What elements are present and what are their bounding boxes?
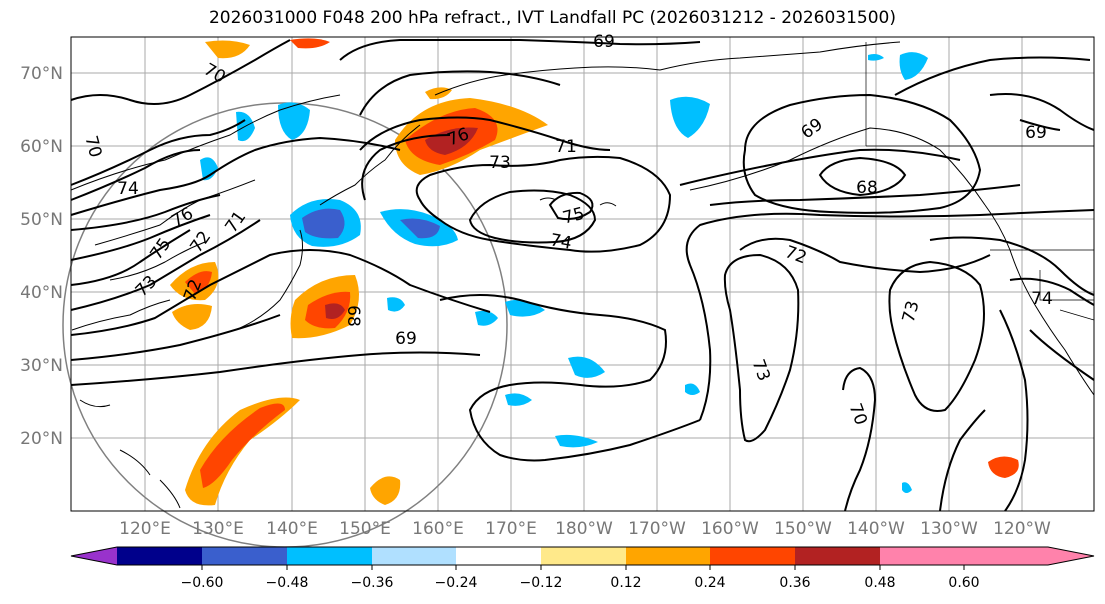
positive-anomaly-areas	[170, 38, 1019, 506]
contour-lines	[70, 38, 1095, 512]
colorbar-tick-label: 0.48	[864, 575, 895, 591]
colorbar-tick-label: −0.48	[266, 575, 309, 591]
lon-label: 160°W	[701, 519, 759, 539]
lon-label: 140°E	[266, 519, 318, 539]
colorbar-segment	[880, 547, 964, 565]
colorbar-outline	[70, 546, 1095, 566]
ivt-shading	[170, 38, 1019, 506]
lon-label: 130°E	[192, 519, 244, 539]
lon-label: 150°E	[339, 519, 391, 539]
contour-label: 74	[1031, 289, 1053, 309]
colorbar-tick-label: 0.24	[694, 575, 725, 591]
colorbar-tick-label: 0.36	[779, 575, 810, 591]
longitude-labels: 120°E 130°E 140°E 150°E 160°E 170°E 180°…	[119, 519, 1051, 539]
colorbar-segment	[287, 547, 372, 565]
colorbar-segment	[541, 547, 626, 565]
colorbar-tick-label: −0.12	[520, 575, 563, 591]
lon-label: 170°W	[628, 519, 686, 539]
colorbar-segment	[710, 547, 795, 565]
colorbar-tick-label: −0.60	[181, 575, 224, 591]
contour-label: 68	[856, 178, 878, 198]
lon-label: 120°E	[119, 519, 171, 539]
lat-label: 50°N	[20, 210, 63, 230]
colorbar-segment	[71, 547, 117, 565]
colorbar-segment	[372, 547, 456, 565]
colorbar-segment	[117, 547, 202, 565]
colorbar-segment	[626, 547, 710, 565]
colorbar-segment	[202, 547, 287, 565]
colorbar-tick-label: 0.12	[610, 575, 641, 591]
contour-label: 74	[548, 230, 573, 253]
colorbar-segment	[795, 547, 880, 565]
colorbar-segment	[456, 547, 541, 565]
colorbar-tick-label: −0.36	[351, 575, 394, 591]
negative-anomaly-areas	[200, 52, 928, 493]
colorbar-ticks	[201, 565, 965, 570]
colorbar-tick-label: −0.24	[435, 575, 478, 591]
lat-label: 60°N	[20, 137, 63, 157]
lon-label: 140°W	[847, 519, 905, 539]
lat-label: 20°N	[20, 429, 63, 449]
lat-label: 70°N	[20, 64, 63, 84]
colorbar-tick-label: 0.60	[948, 575, 979, 591]
latitude-labels: 70°N 60°N 50°N 40°N 30°N 20°N	[20, 64, 63, 449]
map-frame	[70, 36, 1095, 512]
lon-label: 180°W	[555, 519, 613, 539]
lon-label: 170°E	[485, 519, 537, 539]
lat-label: 40°N	[20, 283, 63, 303]
plot-title: 2026031000 F048 200 hPa refract., IVT La…	[208, 8, 896, 28]
contour-label: 69	[1025, 123, 1047, 143]
lat-label: 30°N	[20, 356, 63, 376]
contour-label: 71	[555, 137, 577, 157]
contour-label: 73	[489, 153, 511, 173]
colorbar-segment	[964, 547, 1094, 565]
contour-label: 74	[117, 179, 139, 199]
lon-label: 120°W	[993, 519, 1051, 539]
lon-label: 130°W	[920, 519, 978, 539]
contour-label: 69	[593, 32, 615, 52]
contour-label: 68	[343, 305, 363, 327]
colorbar: −0.60 −0.48 −0.36 −0.24 −0.12 0.12 0.24 …	[70, 546, 1095, 591]
lon-label: 160°E	[412, 519, 464, 539]
lon-label: 150°W	[774, 519, 832, 539]
contour-label: 69	[395, 329, 417, 349]
